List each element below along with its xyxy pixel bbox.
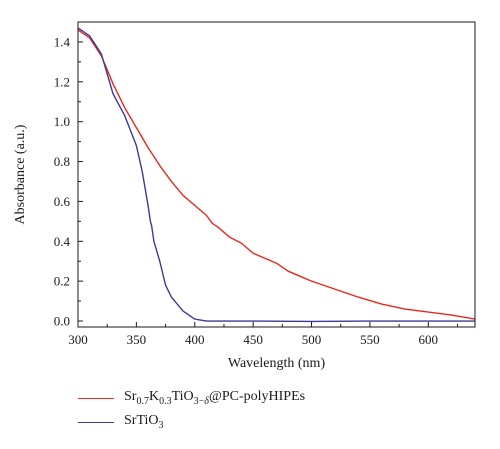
x-tick-label: 300 bbox=[68, 332, 88, 347]
y-tick-label: 0.4 bbox=[54, 234, 71, 249]
legend-item-srtio3: SrTiO3 bbox=[78, 410, 498, 434]
y-tick-label: 1.4 bbox=[54, 34, 71, 49]
x-axis-title: Wavelength (nm) bbox=[228, 356, 326, 371]
legend-swatch-composite bbox=[78, 397, 114, 399]
legend-swatch-srtio3 bbox=[78, 421, 114, 423]
y-tick-label: 0.8 bbox=[54, 154, 70, 169]
y-axis-title: Absorbance (a.u.) bbox=[13, 124, 28, 224]
x-tick-label: 500 bbox=[302, 332, 322, 347]
y-tick-label: 1.0 bbox=[54, 114, 70, 129]
y-tick-label: 0.6 bbox=[54, 194, 71, 209]
x-tick-label: 350 bbox=[127, 332, 147, 347]
y-tick-label: 0.2 bbox=[54, 274, 70, 289]
y-tick-label: 1.2 bbox=[54, 74, 70, 89]
x-tick-label: 550 bbox=[360, 332, 380, 347]
legend-item-composite: Sr0.7K0.3TiO3−δ@PC-polyHIPEs bbox=[78, 386, 498, 410]
x-tick-label: 450 bbox=[243, 332, 263, 347]
legend-label-composite: Sr0.7K0.3TiO3−δ@PC-polyHIPEs bbox=[124, 389, 306, 407]
series-srtio3-line bbox=[77, 27, 475, 323]
x-tick-label: 400 bbox=[185, 332, 205, 347]
series-composite-line bbox=[77, 29, 476, 320]
y-tick-label: 0.0 bbox=[54, 314, 70, 329]
legend-label-srtio3: SrTiO3 bbox=[124, 413, 164, 431]
plot-frame bbox=[77, 21, 476, 328]
x-tick-label: 600 bbox=[419, 332, 439, 347]
legend: Sr0.7K0.3TiO3−δ@PC-polyHIPEs SrTiO3 bbox=[78, 386, 498, 434]
